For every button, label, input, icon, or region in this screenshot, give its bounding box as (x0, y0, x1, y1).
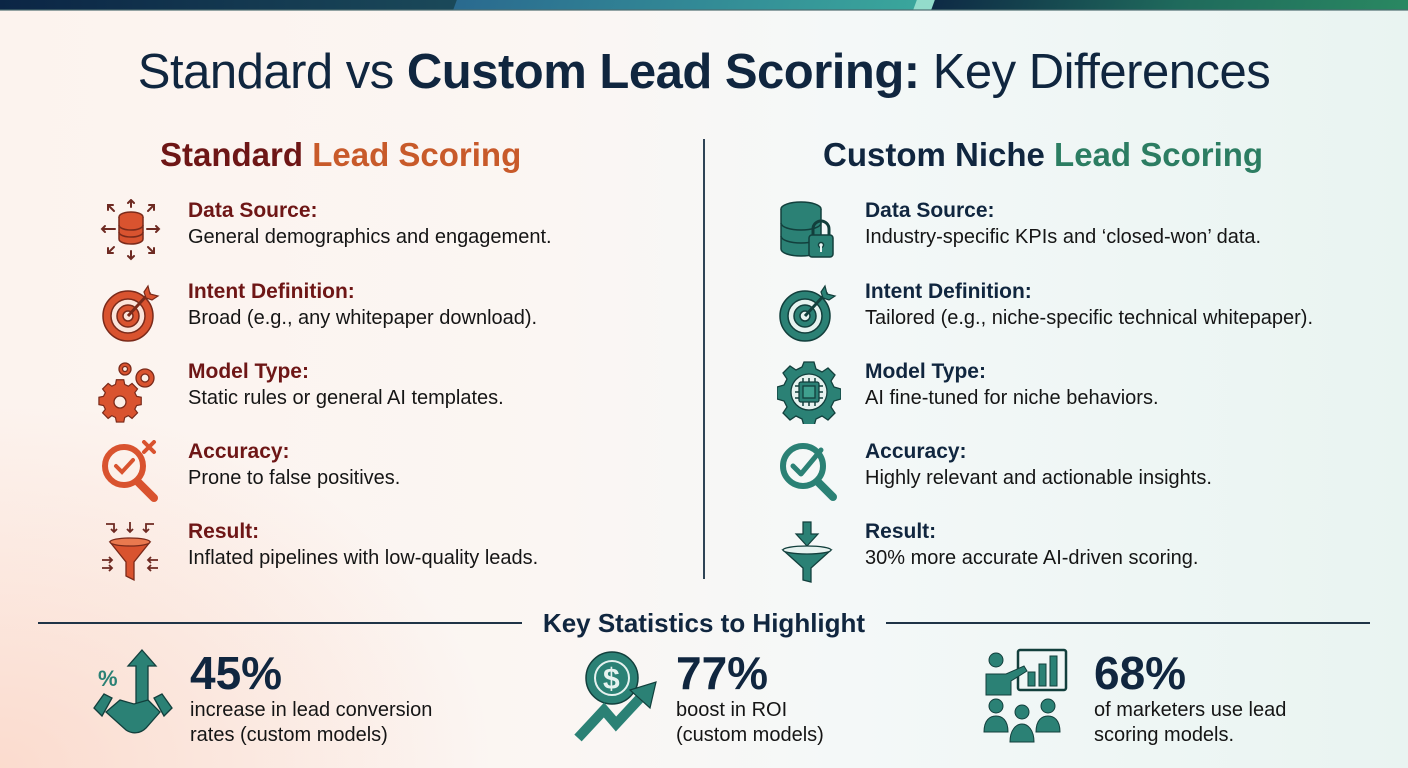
item-desc: AI fine-tuned for niche behaviors. (865, 387, 1159, 409)
stat-value: 68% (1094, 647, 1187, 699)
magnifier-check-icon (780, 443, 837, 501)
item-desc: Highly relevant and actionable insights. (865, 467, 1212, 489)
magnifier-check-x-icon (102, 440, 158, 502)
custom-item-model-type: Model Type: AI fine-tuned for niche beha… (777, 360, 1337, 430)
item-desc: Broad (e.g., any whitepaper download). (188, 307, 538, 329)
item-label: Data Source: (188, 199, 318, 222)
custom-item-intent-definition: Intent Definition: Tailored (e.g., niche… (777, 280, 1337, 350)
stats-heading-text: Key Statistics to Highlight (542, 608, 866, 638)
svg-text:$: $ (603, 663, 620, 696)
item-label: Accuracy: (188, 440, 290, 463)
item-desc: General demographics and engagement. (188, 226, 552, 248)
item-desc: Tailored (e.g., niche-specific technical… (865, 307, 1313, 329)
item-label: Model Type: (188, 360, 309, 383)
stat-adoption: 68% of marketers use lead scoring models… (982, 646, 1362, 756)
top-banner-rule (0, 9, 1408, 11)
handshake-percent-icon: % (93, 649, 173, 734)
item-label: Result: (188, 520, 260, 543)
dollar-growth-icon: $ (574, 651, 657, 742)
page-title: Standard vs Custom Lead Scoring: Key Dif… (0, 44, 1408, 100)
presenter-audience-icon (983, 648, 1068, 743)
svg-text:%: % (98, 666, 118, 691)
item-desc: Static rules or general AI templates. (188, 387, 504, 409)
stats-heading: Key Statistics to Highlight (0, 608, 1408, 639)
standard-item-result: Result: Inflated pipelines with low-qual… (98, 520, 658, 590)
item-label: Result: (865, 520, 937, 543)
standard-item-accuracy: Accuracy: Prone to false positives. (98, 440, 658, 510)
stat-desc-line-1: of marketers use lead (1094, 699, 1287, 721)
standard-heading: Standard Lead Scoring (160, 136, 521, 174)
stats-rule-left (38, 622, 522, 624)
stat-value: 77% (676, 647, 769, 699)
stat-value: 45% (190, 647, 283, 699)
custom-heading-accent: Lead Scoring (1054, 136, 1264, 173)
item-desc: Inflated pipelines with low-quality lead… (188, 547, 539, 569)
stat-desc-line-2: (custom models) (676, 724, 824, 746)
title-part-1: Standard vs (137, 45, 407, 99)
database-arrows-icon (100, 199, 161, 261)
funnel-down-arrow-icon (781, 521, 833, 583)
item-desc: 30% more accurate AI-driven scoring. (865, 547, 1199, 569)
stat-conversion: % 45% increase in lead conversion rates … (88, 646, 488, 756)
custom-item-data-source: Data Source: Industry-specific KPIs and … (777, 199, 1337, 269)
title-part-3: Key Differences (919, 45, 1271, 99)
item-desc: Industry-specific KPIs and ‘closed-won’ … (865, 226, 1262, 248)
custom-item-result: Result: 30% more accurate AI-driven scor… (777, 520, 1337, 590)
stat-roi: $ 77% boost in ROI (custom models) (574, 646, 894, 756)
standard-item-intent-definition: Intent Definition: Broad (e.g., any whit… (98, 280, 658, 350)
stat-desc-line-2: rates (custom models) (190, 724, 388, 746)
database-lock-icon (780, 201, 834, 258)
target-arrow-icon (779, 284, 837, 342)
target-arrow-icon (102, 284, 160, 342)
title-part-2: Custom Lead Scoring: (406, 45, 920, 99)
standard-heading-word: Standard (160, 136, 304, 173)
item-label: Data Source: (865, 199, 995, 222)
custom-heading: Custom Niche Lead Scoring (823, 136, 1263, 174)
funnel-arrows-icon (102, 522, 158, 582)
standard-heading-accent: Lead Scoring (312, 136, 522, 173)
stat-desc-line-1: increase in lead conversion (190, 699, 433, 721)
standard-item-data-source: Data Source: General demographics and en… (98, 199, 658, 269)
stat-desc: increase in lead conversion rates (custo… (190, 698, 432, 748)
gears-icon (98, 362, 155, 423)
stat-desc-line-2: scoring models. (1094, 724, 1235, 746)
stat-desc: boost in ROI (custom models) (676, 698, 824, 748)
custom-heading-word: Custom Niche (823, 136, 1045, 173)
stats-rule-right (886, 622, 1370, 624)
item-desc: Prone to false positives. (188, 467, 401, 489)
stat-desc-line-1: boost in ROI (676, 699, 788, 721)
custom-item-accuracy: Accuracy: Highly relevant and actionable… (777, 440, 1337, 510)
item-label: Intent Definition: (188, 280, 355, 303)
gear-chip-icon (777, 361, 841, 424)
standard-item-model-type: Model Type: Static rules or general AI t… (98, 360, 658, 430)
item-label: Model Type: (865, 360, 986, 383)
item-label: Accuracy: (865, 440, 967, 463)
top-banner (0, 0, 1408, 10)
column-divider (703, 139, 705, 579)
stat-desc: of marketers use lead scoring models. (1094, 698, 1286, 748)
item-label: Intent Definition: (865, 280, 1032, 303)
